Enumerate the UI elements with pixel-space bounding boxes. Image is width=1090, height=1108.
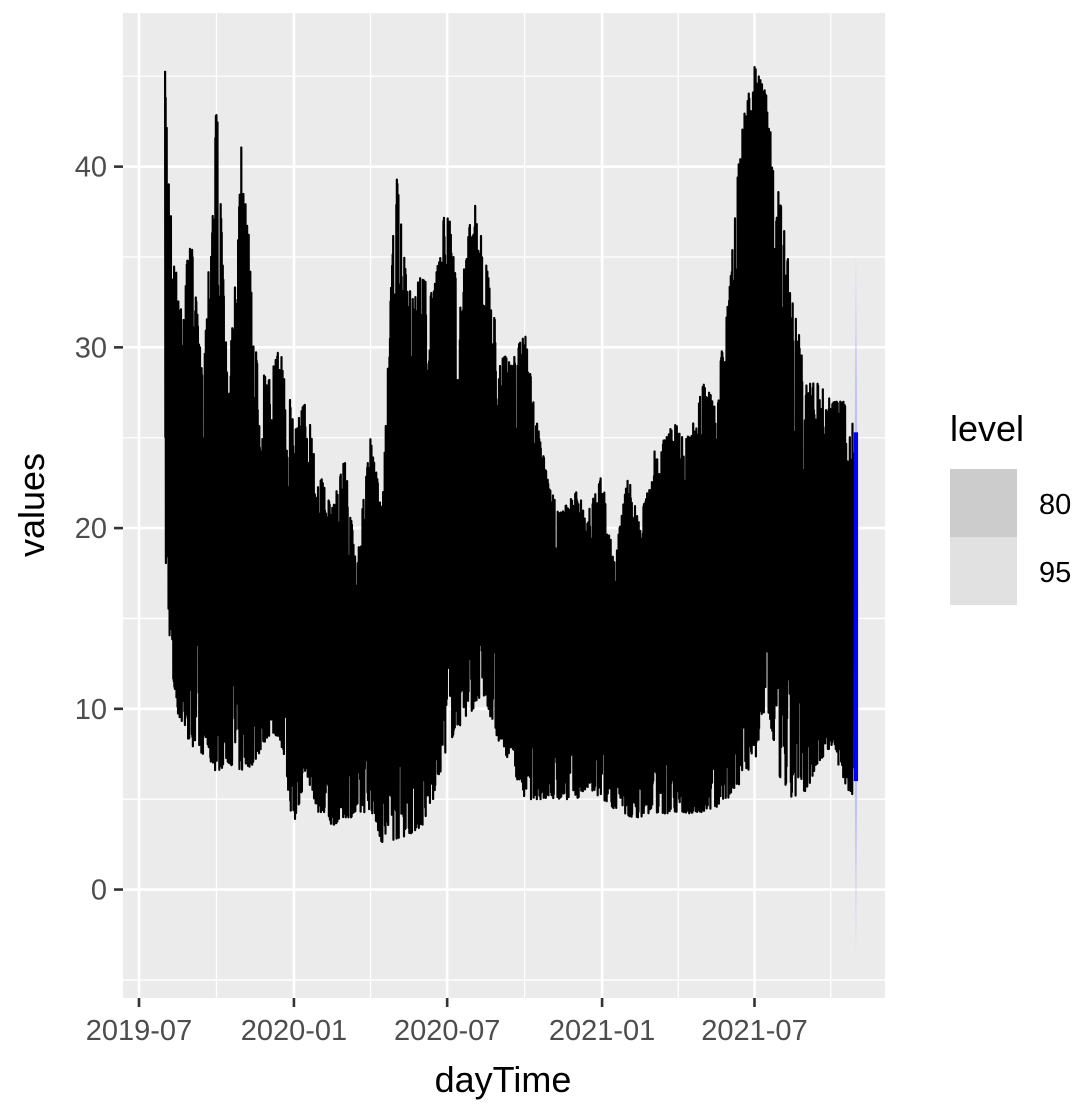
- legend: level 80 95: [950, 408, 1071, 605]
- forecast-mean: [853, 432, 859, 782]
- forecast-series: [853, 432, 859, 782]
- legend-label-80: 80: [1039, 489, 1071, 521]
- y-axis: 0 10 20 30 40: [75, 152, 123, 907]
- y-axis-title: values: [11, 453, 52, 557]
- y-tick-label: 30: [75, 332, 107, 364]
- y-tick-label: 10: [75, 694, 107, 726]
- y-tick-label: 40: [75, 152, 107, 184]
- y-tick-label: 20: [75, 513, 107, 545]
- y-tick-label: 0: [91, 875, 107, 907]
- x-tick-label: 2019-07: [86, 1015, 192, 1047]
- legend-key-80: [950, 469, 1017, 537]
- x-tick-label: 2020-01: [241, 1015, 347, 1047]
- legend-key-95: [950, 537, 1017, 605]
- x-tick-label: 2021-01: [549, 1015, 655, 1047]
- data-series: [164, 66, 855, 844]
- legend-label-95: 95: [1039, 557, 1071, 589]
- x-tick-label: 2021-07: [701, 1015, 807, 1047]
- x-tick-label: 2020-07: [394, 1015, 500, 1047]
- legend-title: level: [950, 408, 1024, 449]
- series-line: [164, 66, 855, 844]
- x-axis-title: dayTime: [435, 1059, 572, 1100]
- x-axis: 2019-07 2020-01 2020-07 2021-01 2021-07: [86, 998, 808, 1047]
